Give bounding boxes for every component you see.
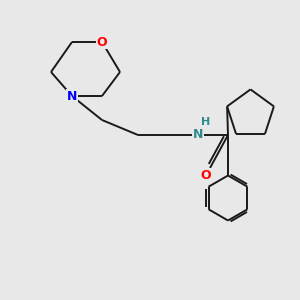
Text: O: O [200, 169, 211, 182]
Text: N: N [67, 89, 77, 103]
Text: O: O [97, 35, 107, 49]
Text: N: N [193, 128, 203, 142]
Text: H: H [201, 117, 210, 128]
